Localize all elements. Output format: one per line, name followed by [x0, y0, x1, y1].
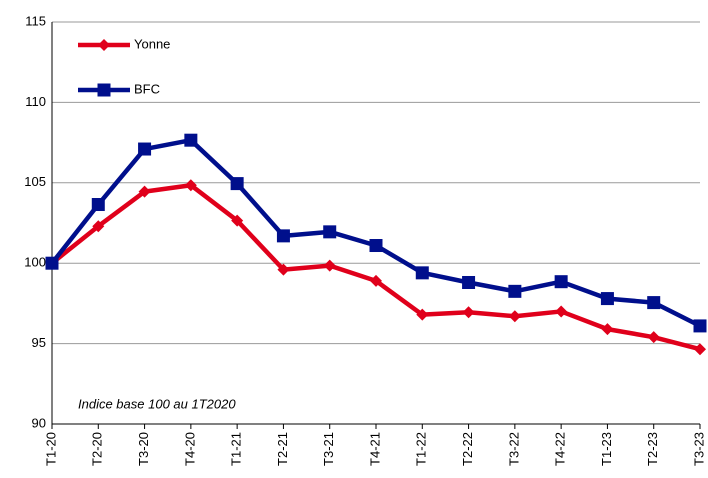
x-tick-label: T2-21: [275, 432, 290, 466]
annotation: Indice base 100 au 1T2020: [78, 396, 236, 411]
x-tick-label: T2-23: [645, 432, 660, 466]
x-tick-label: T4-22: [553, 432, 568, 466]
marker: [323, 225, 337, 239]
x-tick-label: T4-20: [182, 432, 197, 466]
marker: [555, 305, 568, 318]
marker: [601, 323, 614, 336]
marker: [508, 310, 521, 323]
x-tick-label: T1-21: [229, 432, 244, 466]
marker: [91, 198, 105, 212]
marker: [276, 229, 290, 243]
x-tick-label: T4-21: [367, 432, 382, 466]
marker: [45, 256, 59, 270]
marker: [323, 259, 336, 272]
marker: [693, 319, 707, 333]
x-tick-label: T3-22: [506, 432, 521, 466]
legend-label: BFC: [134, 81, 160, 96]
marker: [370, 274, 382, 287]
marker: [508, 284, 522, 298]
x-tick-label: T1-23: [599, 432, 614, 466]
marker: [415, 266, 429, 280]
x-tick-label: T2-20: [90, 432, 105, 466]
y-tick-label: 95: [32, 335, 46, 350]
y-tick-label: 100: [24, 255, 46, 270]
marker: [138, 142, 152, 156]
marker: [184, 133, 198, 147]
marker: [369, 239, 383, 253]
legend-label: Yonne: [134, 36, 170, 51]
x-tick-label: T3-20: [136, 432, 151, 466]
marker: [231, 214, 244, 227]
marker: [462, 275, 476, 289]
marker: [184, 179, 197, 192]
x-tick-label: T3-23: [691, 432, 706, 466]
marker: [554, 275, 568, 289]
y-tick-label: 110: [25, 94, 46, 109]
legend-marker: [98, 39, 110, 51]
x-tick-label: T1-20: [43, 432, 58, 466]
marker: [277, 263, 290, 276]
marker: [92, 220, 105, 233]
x-tick-label: T1-22: [414, 432, 429, 466]
series-line: [50, 182, 701, 352]
marker: [416, 308, 429, 321]
marker: [462, 306, 475, 319]
marker: [647, 331, 660, 344]
y-tick-label: 105: [24, 174, 46, 189]
marker: [600, 292, 614, 306]
x-tick-label: T3-21: [321, 432, 336, 466]
y-tick-label: 115: [25, 13, 46, 28]
legend-marker: [97, 83, 111, 97]
y-tick-label: 90: [32, 415, 46, 430]
marker: [694, 343, 706, 356]
marker: [138, 185, 151, 198]
x-tick-label: T2-22: [460, 432, 475, 466]
marker: [230, 177, 244, 191]
marker: [647, 296, 661, 310]
